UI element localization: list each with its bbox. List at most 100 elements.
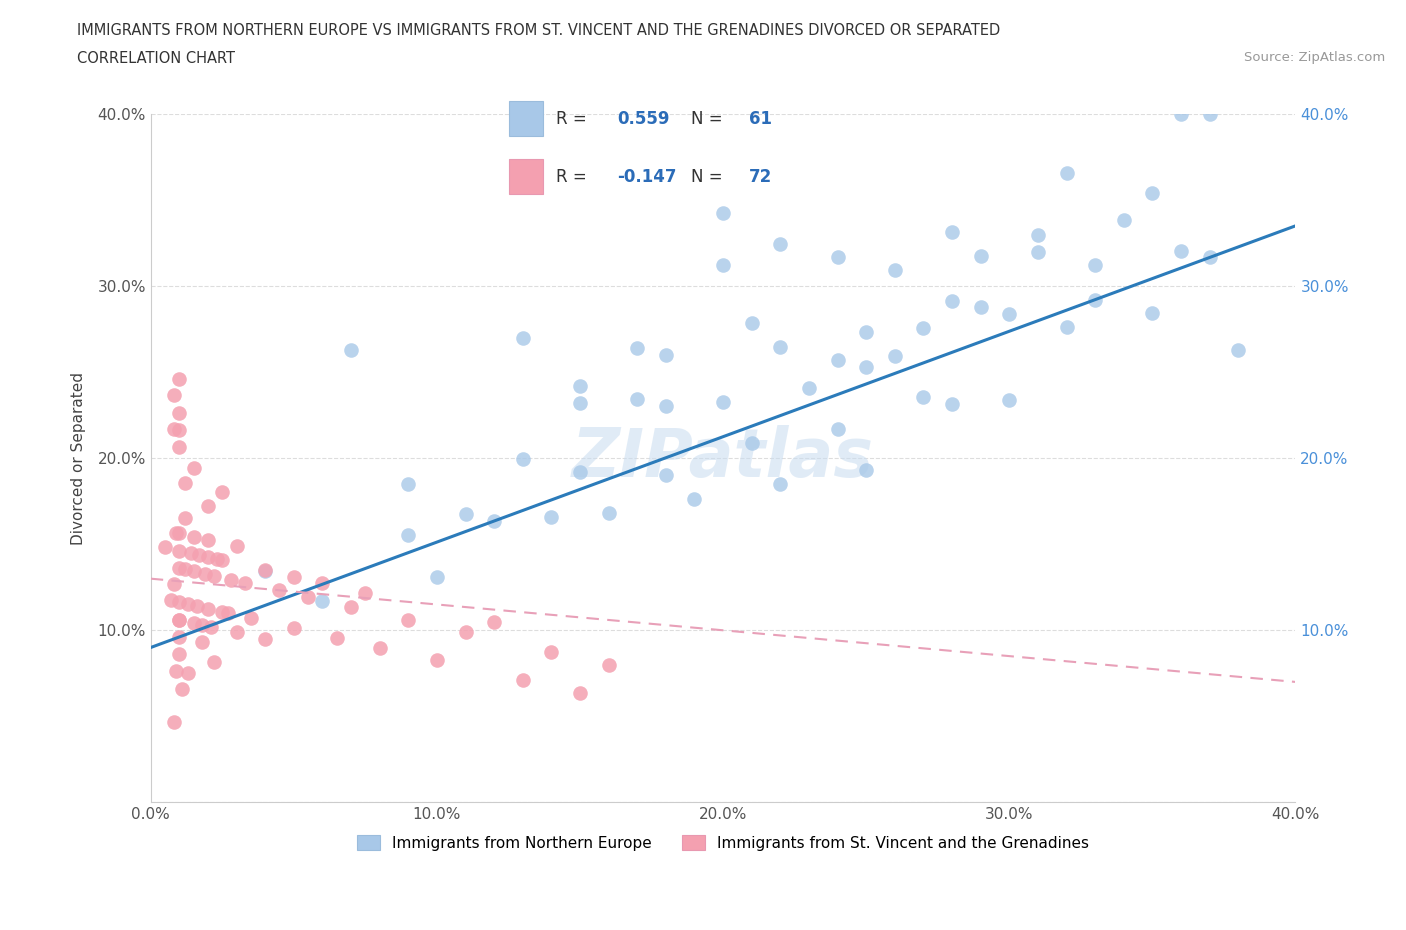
Point bbox=[311, 576, 333, 591]
Point bbox=[169, 595, 191, 610]
Point bbox=[197, 498, 219, 513]
Point bbox=[194, 566, 217, 581]
Point bbox=[883, 263, 905, 278]
Point bbox=[454, 625, 477, 640]
Point bbox=[1056, 320, 1078, 335]
Point bbox=[174, 511, 197, 525]
Point bbox=[169, 405, 191, 420]
Point bbox=[626, 392, 648, 407]
Point bbox=[200, 619, 222, 634]
Point bbox=[183, 529, 205, 544]
Point bbox=[197, 533, 219, 548]
Point bbox=[368, 640, 391, 655]
Point bbox=[1084, 258, 1107, 272]
Point bbox=[202, 655, 225, 670]
Point bbox=[512, 672, 534, 687]
Point bbox=[711, 395, 734, 410]
Text: 72: 72 bbox=[749, 167, 772, 186]
Y-axis label: Divorced or Separated: Divorced or Separated bbox=[72, 372, 86, 545]
Point bbox=[239, 611, 262, 626]
Point bbox=[540, 644, 562, 659]
Point bbox=[711, 258, 734, 272]
Point bbox=[225, 539, 247, 554]
Point bbox=[426, 653, 449, 668]
Point bbox=[311, 594, 333, 609]
Point bbox=[254, 564, 277, 578]
Point bbox=[169, 543, 191, 558]
Point bbox=[159, 593, 181, 608]
Point bbox=[1142, 185, 1164, 200]
Point bbox=[827, 249, 849, 264]
Point bbox=[217, 605, 239, 620]
Point bbox=[191, 634, 214, 649]
Point bbox=[153, 540, 176, 555]
Text: N =: N = bbox=[692, 167, 728, 186]
Point bbox=[174, 562, 197, 577]
Point bbox=[482, 614, 505, 629]
Point bbox=[197, 550, 219, 565]
Point bbox=[169, 423, 191, 438]
Point bbox=[340, 342, 363, 357]
Point bbox=[254, 563, 277, 578]
Point bbox=[1056, 165, 1078, 179]
Point bbox=[855, 359, 877, 374]
Point bbox=[827, 421, 849, 436]
Legend: Immigrants from Northern Europe, Immigrants from St. Vincent and the Grenadines: Immigrants from Northern Europe, Immigra… bbox=[350, 829, 1095, 857]
Point bbox=[169, 630, 191, 644]
Point bbox=[396, 528, 419, 543]
Bar bbox=[509, 101, 543, 137]
Point bbox=[941, 224, 963, 239]
Point bbox=[1170, 107, 1192, 122]
Point bbox=[269, 583, 291, 598]
Point bbox=[162, 714, 184, 729]
Point bbox=[1112, 213, 1135, 228]
Point bbox=[177, 597, 200, 612]
Point bbox=[211, 553, 233, 568]
Point bbox=[711, 206, 734, 220]
Text: N =: N = bbox=[692, 110, 728, 127]
Point bbox=[396, 612, 419, 627]
Point bbox=[254, 631, 277, 646]
Point bbox=[512, 451, 534, 466]
Text: IMMIGRANTS FROM NORTHERN EUROPE VS IMMIGRANTS FROM ST. VINCENT AND THE GRENADINE: IMMIGRANTS FROM NORTHERN EUROPE VS IMMIG… bbox=[77, 23, 1001, 38]
Point bbox=[998, 307, 1021, 322]
Point bbox=[202, 568, 225, 583]
Point bbox=[180, 546, 202, 561]
Point bbox=[769, 477, 792, 492]
Point bbox=[183, 460, 205, 475]
Point bbox=[191, 618, 214, 632]
Point bbox=[233, 576, 256, 591]
Point bbox=[998, 392, 1021, 407]
Point bbox=[626, 340, 648, 355]
Point bbox=[598, 506, 620, 521]
Point bbox=[1026, 245, 1049, 259]
Point bbox=[177, 666, 200, 681]
Point bbox=[340, 599, 363, 614]
Point bbox=[211, 485, 233, 499]
Bar bbox=[509, 159, 543, 194]
Point bbox=[569, 396, 592, 411]
Point bbox=[912, 390, 935, 405]
Point bbox=[172, 682, 194, 697]
Point bbox=[186, 599, 208, 614]
Point bbox=[1026, 227, 1049, 242]
Point bbox=[169, 612, 191, 627]
Point bbox=[174, 476, 197, 491]
Point bbox=[197, 602, 219, 617]
Text: -0.147: -0.147 bbox=[617, 167, 676, 186]
Point bbox=[741, 436, 763, 451]
Point bbox=[1198, 107, 1220, 122]
Point bbox=[354, 585, 377, 600]
Point bbox=[855, 462, 877, 477]
Point bbox=[211, 604, 233, 619]
Point bbox=[169, 526, 191, 541]
Text: CORRELATION CHART: CORRELATION CHART bbox=[77, 51, 235, 66]
Point bbox=[883, 349, 905, 364]
Point bbox=[540, 510, 562, 525]
Point bbox=[183, 616, 205, 631]
Point bbox=[169, 612, 191, 627]
Point bbox=[769, 236, 792, 251]
Point bbox=[169, 371, 191, 386]
Point bbox=[1084, 292, 1107, 307]
Point bbox=[162, 421, 184, 436]
